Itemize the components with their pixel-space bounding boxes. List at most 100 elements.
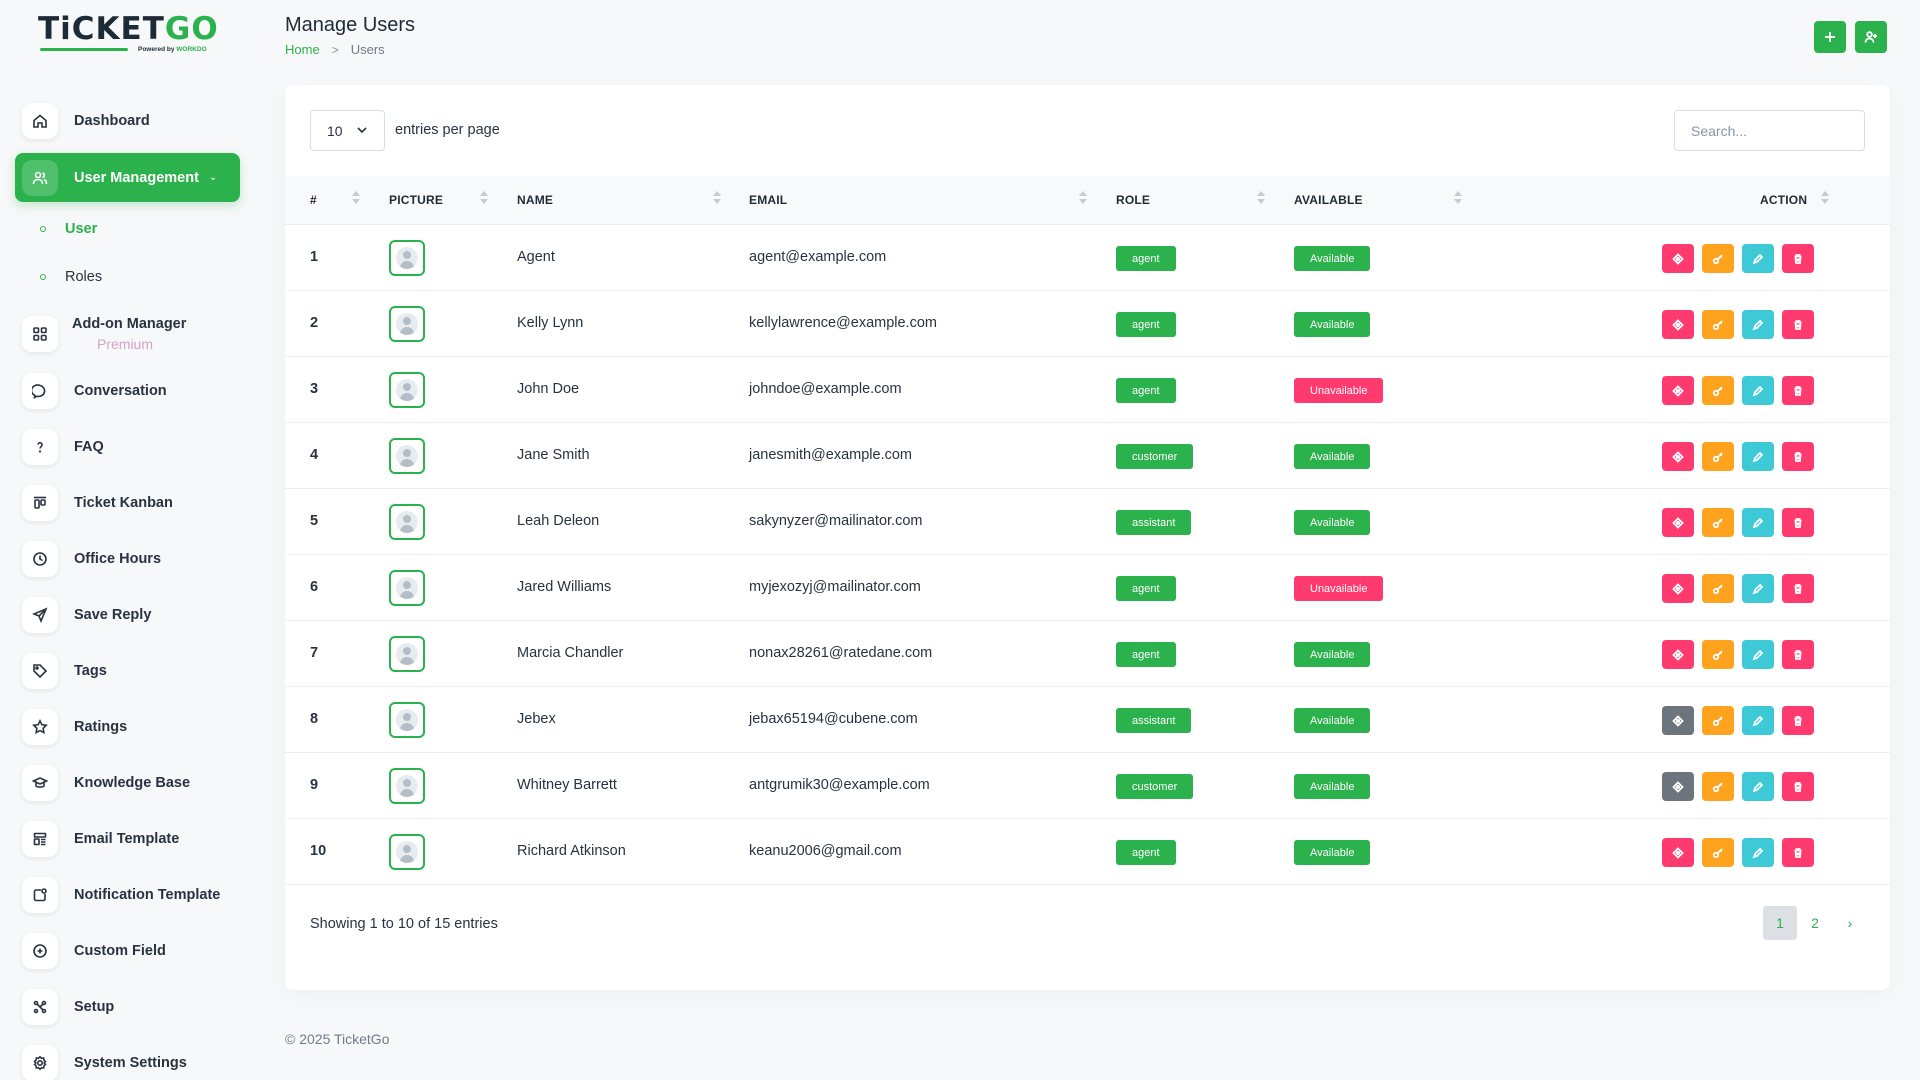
view-tracking-button[interactable] [1662, 442, 1694, 471]
reset-password-button[interactable] [1702, 244, 1734, 273]
column-header-picture[interactable]: PICTURE [389, 193, 444, 207]
reset-password-button[interactable] [1702, 310, 1734, 339]
sidebar-subitem-user[interactable]: User [40, 221, 97, 237]
user-plus-button[interactable] [1855, 21, 1887, 53]
breadcrumb-home-link[interactable]: Home [285, 42, 320, 57]
edit-button[interactable] [1742, 508, 1774, 537]
delete-button[interactable] [1782, 376, 1814, 405]
view-tracking-button[interactable] [1662, 640, 1694, 669]
column-header-action[interactable]: ACTION [1760, 193, 1808, 207]
sidebar-item-save-reply[interactable]: Save Reply [22, 595, 238, 635]
sidebar-item-system-settings[interactable]: System Settings [22, 1043, 238, 1080]
column-header-available[interactable]: AVAILABLE [1294, 193, 1363, 207]
table-row: 10 Richard Atkinson keanu2006@gmail.com age… [285, 819, 1890, 885]
availability-badge[interactable]: Available [1294, 312, 1371, 337]
sidebar-item-knowledge-base[interactable]: Knowledge Base [22, 763, 238, 803]
entries-per-page-select[interactable]: 10 [310, 110, 385, 151]
sidebar-item-custom-field[interactable]: Custom Field [22, 931, 238, 971]
edit-button[interactable] [1742, 772, 1774, 801]
sort-icon[interactable] [1454, 189, 1462, 207]
view-tracking-button[interactable] [1662, 706, 1694, 735]
delete-button[interactable] [1782, 640, 1814, 669]
edit-button[interactable] [1742, 574, 1774, 603]
page-2-button[interactable]: 2 [1811, 915, 1819, 931]
sidebar-item-faq[interactable]: FAQ [22, 427, 238, 467]
chevron-down-icon: ⌄ [208, 172, 218, 183]
sidebar-item-tags[interactable]: Tags [22, 651, 238, 691]
delete-button[interactable] [1782, 838, 1814, 867]
view-tracking-button[interactable] [1662, 310, 1694, 339]
column-header-number[interactable]: # [310, 193, 317, 207]
view-tracking-button[interactable] [1662, 244, 1694, 273]
delete-button[interactable] [1782, 310, 1814, 339]
delete-button[interactable] [1782, 442, 1814, 471]
reset-password-button[interactable] [1702, 772, 1734, 801]
availability-badge[interactable]: Available [1294, 708, 1371, 733]
sort-icon[interactable] [352, 189, 360, 207]
sidebar-subitem-roles[interactable]: Roles [40, 269, 102, 285]
availability-badge[interactable]: Available [1294, 444, 1371, 469]
sort-icon[interactable] [480, 189, 488, 207]
availability-badge[interactable]: Available [1294, 510, 1371, 535]
sidebar-item-office-hours[interactable]: Office Hours [22, 539, 238, 579]
column-header-role[interactable]: ROLE [1116, 193, 1151, 207]
chat-icon [22, 373, 58, 409]
sidebar-item-user-management[interactable]: User Management ⌄ [15, 153, 240, 202]
delete-button[interactable] [1782, 508, 1814, 537]
user-name: Agent [517, 249, 555, 265]
edit-button[interactable] [1742, 310, 1774, 339]
reset-password-button[interactable] [1702, 376, 1734, 405]
sidebar-item-email-template[interactable]: Email Template [22, 819, 238, 859]
reset-password-button[interactable] [1702, 706, 1734, 735]
sidebar-item-ticket-kanban[interactable]: Ticket Kanban [22, 483, 238, 523]
next-page-button[interactable]: › [1847, 915, 1853, 931]
edit-button[interactable] [1742, 376, 1774, 405]
column-header-email[interactable]: EMAIL [749, 193, 788, 207]
diamond-icon [1672, 516, 1684, 529]
view-tracking-button[interactable] [1662, 508, 1694, 537]
sort-icon[interactable] [1821, 189, 1829, 207]
reset-password-button[interactable] [1702, 442, 1734, 471]
availability-badge[interactable]: Unavailable [1294, 378, 1384, 403]
sort-icon[interactable] [713, 189, 721, 207]
availability-badge[interactable]: Unavailable [1294, 576, 1384, 601]
reset-password-button[interactable] [1702, 574, 1734, 603]
ticketgo-logo[interactable]: TiCKETGO Powered by WORKDO [38, 14, 218, 56]
availability-badge[interactable]: Available [1294, 246, 1371, 271]
delete-button[interactable] [1782, 244, 1814, 273]
create-user-button[interactable] [1814, 21, 1846, 53]
sidebar-item-addon-manager[interactable]: Add-on Manager [22, 314, 238, 354]
sort-icon[interactable] [1079, 189, 1087, 207]
trash-icon [1792, 253, 1804, 265]
edit-button[interactable] [1742, 838, 1774, 867]
sort-icon[interactable] [1257, 189, 1265, 207]
view-tracking-button[interactable] [1662, 838, 1694, 867]
view-tracking-button[interactable] [1662, 574, 1694, 603]
delete-button[interactable] [1782, 772, 1814, 801]
view-tracking-button[interactable] [1662, 376, 1694, 405]
page-1-button[interactable]: 1 [1763, 906, 1797, 940]
reset-password-button[interactable] [1702, 508, 1734, 537]
availability-badge[interactable]: Available [1294, 840, 1371, 865]
sidebar-item-ratings[interactable]: Ratings [22, 707, 238, 747]
delete-button[interactable] [1782, 706, 1814, 735]
sidebar-item-label: System Settings [74, 1055, 187, 1071]
availability-badge[interactable]: Available [1294, 774, 1371, 799]
column-header-name[interactable]: NAME [517, 193, 554, 207]
edit-button[interactable] [1742, 442, 1774, 471]
edit-button[interactable] [1742, 706, 1774, 735]
sidebar-item-notification-template[interactable]: Notification Template [22, 875, 238, 915]
sidebar-item-conversation[interactable]: Conversation [22, 371, 238, 411]
logo-powered-by: Powered by WORKDO [138, 46, 207, 53]
delete-button[interactable] [1782, 574, 1814, 603]
availability-badge[interactable]: Available [1294, 642, 1371, 667]
sidebar-item-setup[interactable]: Setup [22, 987, 238, 1027]
reset-password-button[interactable] [1702, 838, 1734, 867]
view-tracking-button[interactable] [1662, 772, 1694, 801]
pencil-icon [1752, 583, 1764, 595]
reset-password-button[interactable] [1702, 640, 1734, 669]
edit-button[interactable] [1742, 640, 1774, 669]
edit-button[interactable] [1742, 244, 1774, 273]
search-input[interactable] [1674, 110, 1865, 151]
sidebar-item-dashboard[interactable]: Dashboard [22, 101, 238, 141]
